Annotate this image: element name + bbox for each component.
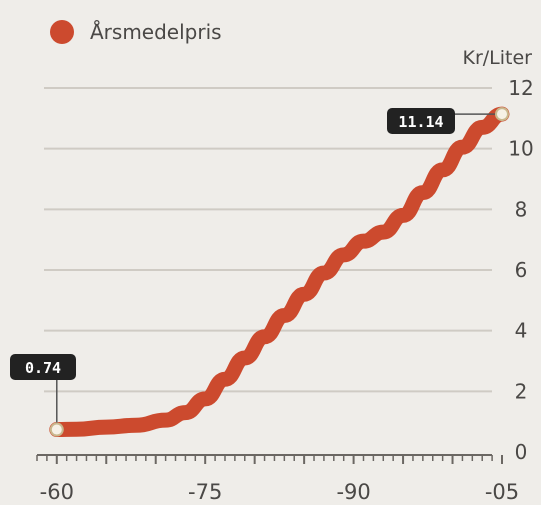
gridlines xyxy=(44,87,492,393)
annotation-point xyxy=(49,422,64,437)
x-tick-label: -05 xyxy=(485,480,519,504)
y-tick-label: 10 xyxy=(508,137,533,161)
series-group xyxy=(49,106,510,438)
x-tick-label: -90 xyxy=(336,480,370,504)
legend-label: Årsmedelpris xyxy=(90,20,222,44)
y-tick-label: 6 xyxy=(515,258,528,282)
y-axis-unit: Kr/Liter xyxy=(463,47,533,69)
y-tick-label: 0 xyxy=(515,440,528,464)
y-tick-label: 12 xyxy=(508,76,533,100)
y-tick-label: 8 xyxy=(515,197,528,221)
annotation-box xyxy=(10,354,76,380)
annotation-label: 0.74 xyxy=(25,359,61,377)
x-axis: -60 -75 -90 -05 xyxy=(36,454,519,504)
annotation-box xyxy=(387,108,455,134)
y-axis-ticks: 0 2 4 6 8 10 12 xyxy=(508,76,533,464)
x-tick-label: -75 xyxy=(188,480,222,504)
annotation-point xyxy=(495,107,509,122)
y-tick-label: 2 xyxy=(515,379,528,403)
legend: Årsmedelpris xyxy=(50,20,222,44)
annotations: 0.74 11.14 xyxy=(10,107,509,437)
y-tick-label: 4 xyxy=(515,319,528,343)
series-line xyxy=(49,106,510,438)
annotation-label: 11.14 xyxy=(398,113,443,131)
legend-marker xyxy=(50,20,74,44)
x-tick-label: -60 xyxy=(40,480,74,504)
